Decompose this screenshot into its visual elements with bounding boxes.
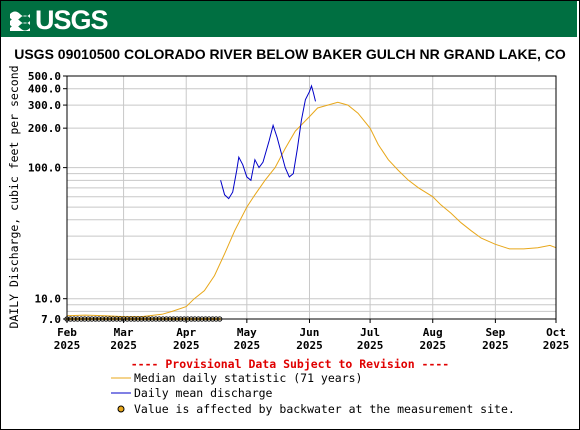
x-tick-label: Apr (176, 326, 196, 339)
usgs-wave-icon (10, 11, 30, 31)
discharge-line (220, 84, 316, 200)
x-axis: Feb2025Mar2025Apr2025May2025Jun2025Jul20… (54, 319, 570, 352)
chart-title: USGS 09010500 COLORADO RIVER BELOW BAKER… (14, 46, 566, 62)
y-tick-label: 100.0 (28, 162, 61, 175)
plot-area (66, 75, 557, 320)
grid-lines (66, 76, 557, 319)
x-tick-year: 2025 (54, 339, 81, 352)
x-tick-year: 2025 (482, 339, 509, 352)
series-group (66, 84, 557, 318)
x-tick-label: Aug (423, 326, 443, 339)
legend-marker (117, 405, 125, 413)
y-tick-label: 400.0 (28, 83, 61, 96)
y-tick-label: 200.0 (28, 122, 61, 135)
median-line (66, 101, 557, 318)
x-tick-year: 2025 (543, 339, 570, 352)
x-tick-label: Feb (57, 326, 77, 339)
legend-label: Median daily statistic (71 years) (134, 371, 362, 385)
x-tick-year: 2025 (110, 339, 137, 352)
y-tick-label: 500.0 (28, 70, 61, 83)
x-tick-year: 2025 (234, 339, 261, 352)
x-tick-label: Jul (360, 326, 380, 339)
x-tick-label: Mar (114, 326, 134, 339)
usgs-banner: USGS (1, 1, 577, 37)
legend-label: Daily mean discharge (134, 386, 273, 400)
usgs-logo[interactable]: USGS (9, 4, 109, 35)
x-tick-label: Sep (485, 326, 505, 339)
legend: ---- Provisional Data Subject to Revisio… (111, 357, 515, 416)
provisional-note: ---- Provisional Data Subject to Revisio… (131, 357, 450, 371)
x-tick-year: 2025 (419, 339, 446, 352)
y-tick-label: 300.0 (28, 99, 61, 112)
x-tick-label: Jun (300, 326, 320, 339)
x-tick-year: 2025 (357, 339, 384, 352)
x-tick-label: May (237, 326, 257, 339)
x-tick-year: 2025 (173, 339, 200, 352)
y-tick-label: 10.0 (35, 293, 62, 306)
x-tick-year: 2025 (296, 339, 323, 352)
y-axis: 7.0 10.0 100.0 200.0 300.0 400.0500.0 (28, 70, 67, 326)
legend-label: Value is affected by backwater at the me… (134, 402, 515, 416)
x-tick-label: Oct (546, 326, 566, 339)
y-axis-label: DAILY Discharge, cubic feet per second (7, 65, 21, 328)
y-tick-label: 7.0 (41, 313, 61, 326)
usgs-logo-text: USGS (35, 4, 109, 35)
